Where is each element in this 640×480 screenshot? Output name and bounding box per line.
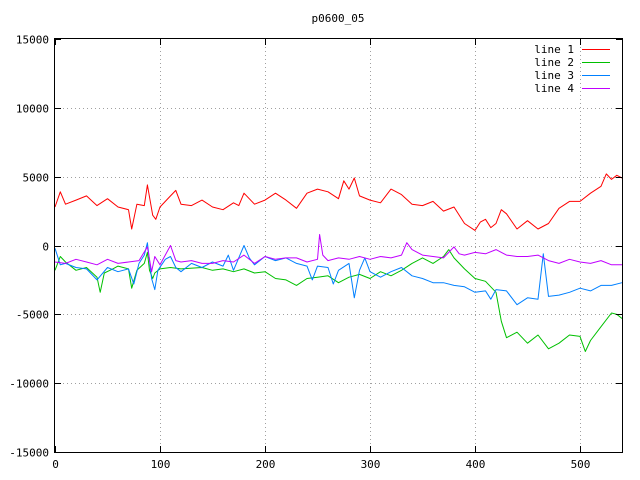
chart-title: p0600_05	[312, 12, 365, 25]
y-tick-label: 10000	[16, 103, 49, 116]
y-tick-label: -5000	[16, 309, 49, 322]
legend-label-1: line 1	[534, 43, 574, 56]
x-tick-label: 400	[466, 458, 486, 471]
y-tick-label: 15000	[16, 34, 49, 47]
legend-label-3: line 3	[534, 69, 574, 82]
series-line-2	[54, 249, 623, 352]
x-tick-label: 500	[571, 458, 591, 471]
series-line-4	[54, 234, 622, 273]
series-layer	[54, 173, 623, 352]
x-tick-label: 0	[52, 458, 59, 471]
y-tick-label: 0	[42, 241, 49, 254]
series-line-1	[54, 173, 623, 231]
legend-label-2: line 2	[534, 56, 574, 69]
series-line-3	[54, 242, 623, 306]
x-tick-label: 300	[361, 458, 381, 471]
y-tick-label: -15000	[9, 447, 49, 460]
grid	[55, 39, 622, 452]
y-tick-label: -10000	[9, 378, 49, 391]
axis-ticks: 0 100 200 300 400 500 -15000 -10000 -5000 0 5000 10…	[9, 34, 622, 471]
legend-label-4: line 4	[534, 82, 574, 95]
plot-frame	[54, 38, 623, 453]
x-tick-label: 200	[256, 458, 276, 471]
y-tick-label: 5000	[23, 172, 50, 185]
x-tick-label: 100	[151, 458, 171, 471]
